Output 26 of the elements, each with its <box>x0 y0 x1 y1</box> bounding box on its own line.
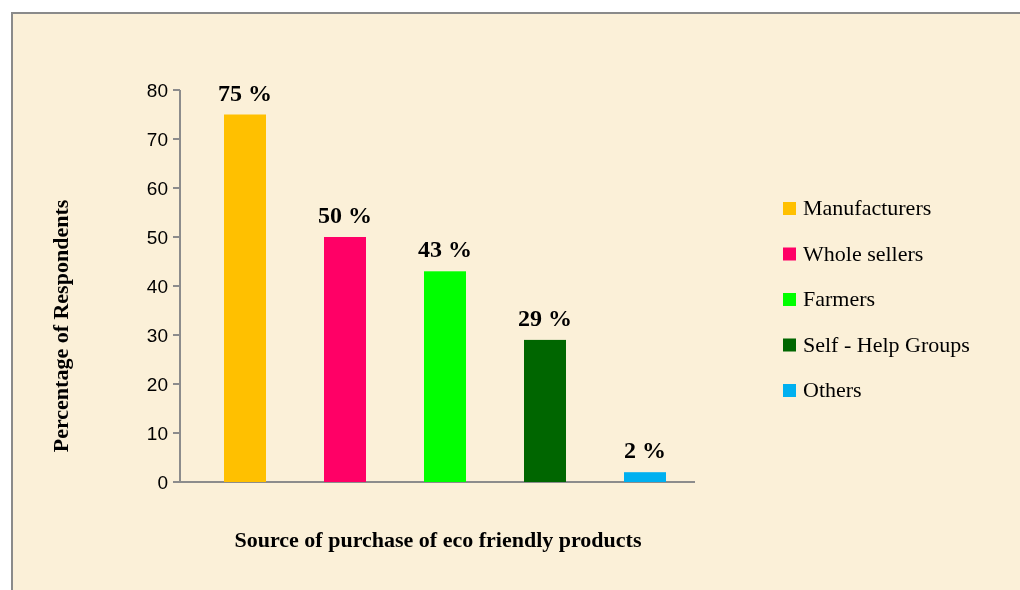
data-label: 2 % <box>624 437 666 464</box>
y-tick-label: 10 <box>146 422 168 444</box>
y-tick-label: 40 <box>146 275 168 297</box>
data-label: 50 % <box>318 202 372 228</box>
legend-label: Self - Help Groups <box>803 331 970 357</box>
y-tick-label: 80 <box>146 79 168 101</box>
y-tick-label: 70 <box>146 128 168 150</box>
bar <box>624 472 666 482</box>
x-axis-title: Source of purchase of eco friendly products <box>234 527 642 552</box>
legend-label: Manufacturers <box>803 195 932 220</box>
y-tick-label: 20 <box>146 373 168 395</box>
data-label: 29 % <box>518 304 572 331</box>
y-axis-title: Percentage of Respondents <box>48 199 73 453</box>
y-tick-label: 60 <box>146 177 168 199</box>
bar <box>324 237 366 482</box>
legend-label: Whole sellers <box>803 240 924 266</box>
y-tick-label: 30 <box>146 324 168 346</box>
y-tick-label: 0 <box>157 471 168 493</box>
bar <box>424 271 466 482</box>
bar <box>524 339 566 482</box>
data-label: 75 % <box>218 79 272 106</box>
data-label: 43 % <box>418 236 472 263</box>
y-tick-label: 50 <box>146 226 168 248</box>
legend-label: Others <box>803 377 862 402</box>
bar <box>224 114 266 482</box>
legend-label: Farmers <box>803 286 876 311</box>
